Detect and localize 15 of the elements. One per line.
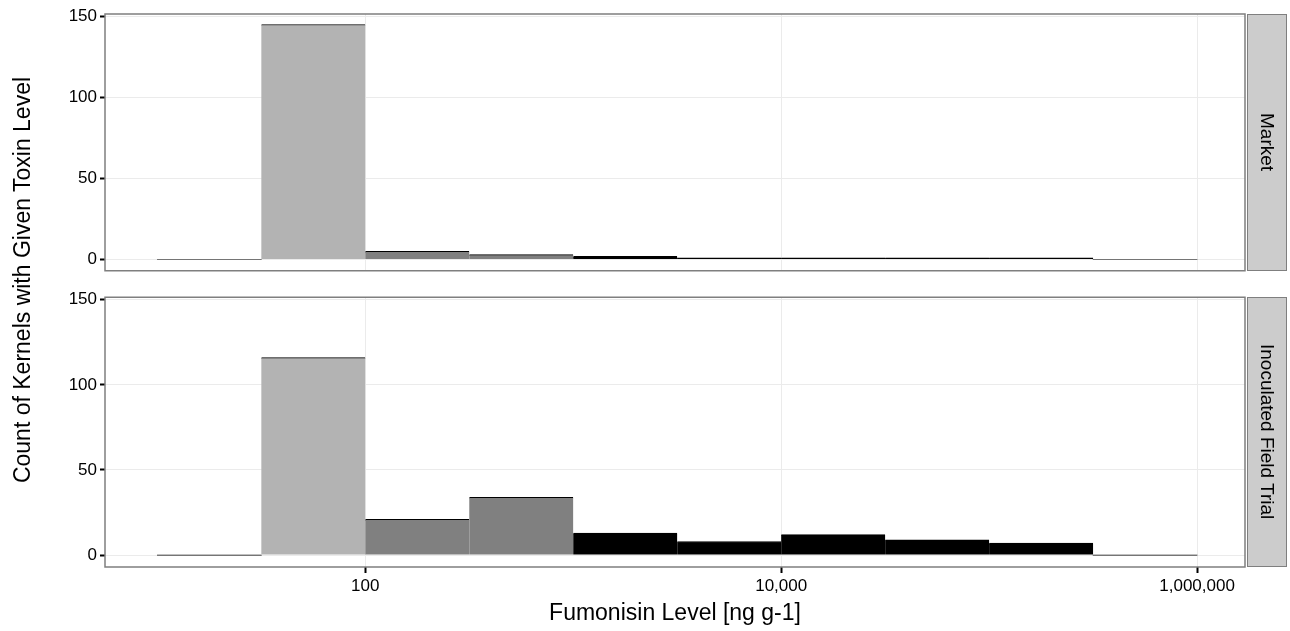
x-tick-label: 10,000 (755, 575, 808, 595)
text: Inoculated Field Trial (1256, 344, 1278, 520)
x-tick-label: 100 (351, 575, 380, 595)
x-axis-title: Fumonisin Level [ng g-1] (549, 598, 801, 625)
y-tick-label: 150 (68, 6, 97, 26)
y-tick-label: 50 (78, 459, 97, 479)
y-axis-title: Count of Kernels with Given Toxin Level (8, 76, 36, 484)
y-tick-label: 100 (68, 87, 97, 107)
y-tick-label: 0 (87, 544, 97, 564)
y-tick-label: 0 (87, 249, 97, 269)
y-tick-label: 150 (68, 289, 97, 309)
x-tick-label: 1,000,000 (1159, 575, 1235, 595)
text: Market (1256, 113, 1278, 172)
y-tick-label: 50 (78, 168, 97, 188)
y-tick-label: 100 (68, 374, 97, 394)
